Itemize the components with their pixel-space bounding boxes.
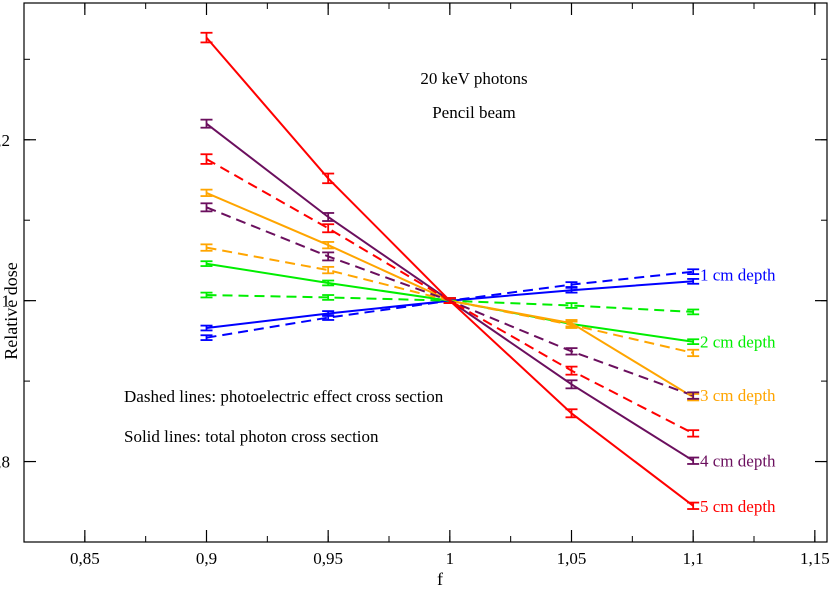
y-tick-label: 0,8 xyxy=(0,453,10,472)
error-bar xyxy=(687,348,700,358)
error-bar xyxy=(687,308,700,316)
error-bar xyxy=(322,172,335,185)
error-bar xyxy=(322,251,335,262)
x-tick-label: 1 xyxy=(446,549,455,568)
series-labels: 1 cm depth 2 cm depth 3 cm depth 4 cm depth… xyxy=(700,265,776,516)
error-bar xyxy=(200,202,213,213)
annotation-solid-note: Solid lines: total photon cross section xyxy=(124,427,379,446)
y-axis-label: Relative dose xyxy=(1,262,21,359)
series-line-6 xyxy=(205,122,694,462)
y-tick-label: 1,2 xyxy=(0,131,10,150)
error-bar xyxy=(322,314,335,321)
series-label: 4 cm depth xyxy=(700,452,776,471)
error-bar xyxy=(200,153,213,165)
error-bar xyxy=(565,379,578,390)
error-bar xyxy=(687,501,700,510)
error-bar xyxy=(322,241,335,250)
error-bar xyxy=(322,294,335,301)
x-axis-label: f xyxy=(437,569,443,589)
annotation-title-line2: Pencil beam xyxy=(432,103,516,122)
error-bars xyxy=(200,31,700,510)
x-tick-label: 1,15 xyxy=(800,549,830,568)
plot-frame xyxy=(23,2,828,543)
series-label: 2 cm depth xyxy=(700,333,776,352)
axis-ticks: 0,85 0,9 0,95 1 1,05 1,1 1,15 0,8 1 1,2 xyxy=(0,3,830,568)
error-bar xyxy=(322,279,335,287)
series-label: 5 cm depth xyxy=(700,497,776,516)
error-bar xyxy=(200,334,213,341)
y-tick-label: 1 xyxy=(2,292,11,311)
error-bar xyxy=(565,281,578,288)
x-tick-label: 0,85 xyxy=(70,549,100,568)
error-bar xyxy=(687,278,700,285)
error-bar xyxy=(322,223,335,234)
error-bar xyxy=(687,338,700,345)
error-bar xyxy=(200,118,213,129)
error-bar xyxy=(687,429,700,438)
error-bar xyxy=(200,243,213,252)
error-bar xyxy=(200,188,213,197)
x-tick-label: 1,05 xyxy=(557,549,587,568)
series-label: 1 cm depth xyxy=(700,265,776,284)
error-bar xyxy=(200,260,213,267)
error-bar xyxy=(687,456,700,465)
error-bar xyxy=(565,347,578,356)
error-bar xyxy=(565,302,578,309)
error-bar xyxy=(200,291,213,299)
error-bar xyxy=(687,268,700,276)
annotation-dashed-note: Dashed lines: photoelectric effect cross… xyxy=(124,387,444,406)
error-bar xyxy=(322,265,335,275)
error-bar xyxy=(443,297,456,304)
error-bar xyxy=(200,324,213,332)
error-bar xyxy=(200,31,213,44)
error-bar xyxy=(322,212,335,222)
error-bar xyxy=(565,365,578,376)
x-tick-label: 0,9 xyxy=(196,549,217,568)
series-line-4 xyxy=(206,191,694,399)
x-tick-label: 1,1 xyxy=(683,549,704,568)
series-line-0 xyxy=(206,280,694,329)
error-bar xyxy=(565,320,578,329)
series-line-1 xyxy=(206,270,694,339)
error-bar xyxy=(687,391,700,400)
error-bar xyxy=(565,408,578,419)
annotation-title-line1: 20 keV photons xyxy=(420,69,527,88)
series-label: 3 cm depth xyxy=(700,386,776,405)
x-tick-label: 0,95 xyxy=(313,549,343,568)
